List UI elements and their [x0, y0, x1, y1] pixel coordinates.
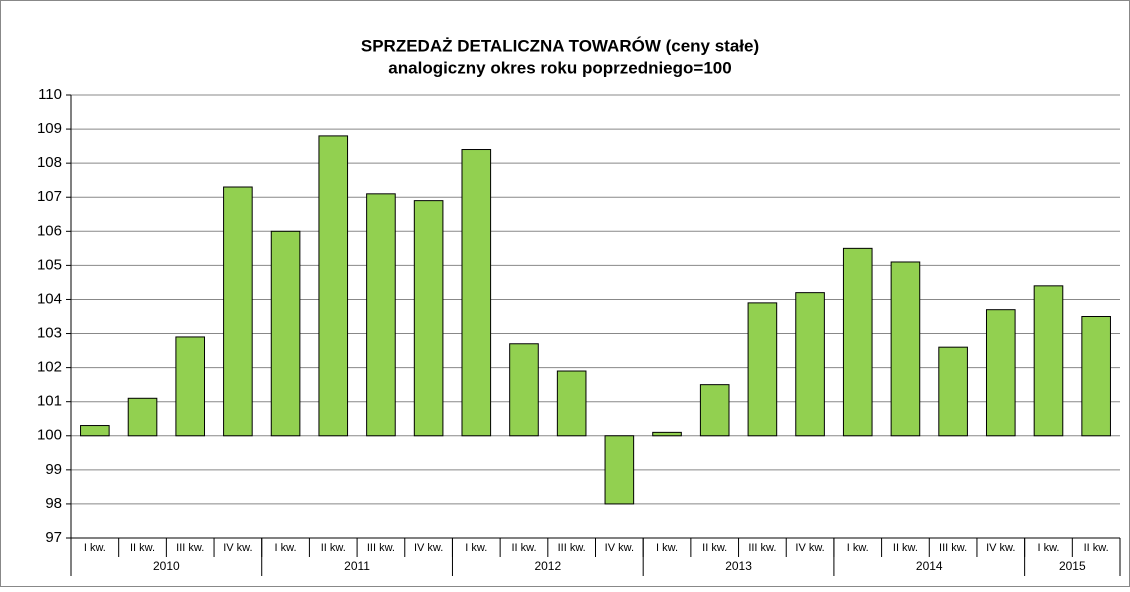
bar [175, 336, 206, 437]
y-tick-label: 97 [45, 529, 62, 546]
bar [652, 431, 682, 437]
y-tick-label: 102 [37, 359, 62, 376]
x-tick-label: I kw. [656, 542, 678, 554]
chart-subtitle: analogiczny okres roku poprzedniego=100 [388, 58, 731, 77]
y-tick-label: 109 [37, 120, 62, 137]
x-tick-label: I kw. [847, 542, 869, 554]
bar [842, 247, 873, 437]
group-label: 2014 [916, 559, 943, 573]
x-tick-label: III kw. [367, 542, 395, 554]
bar [318, 135, 349, 437]
x-tick-label: II kw. [511, 542, 536, 554]
bar [890, 261, 921, 437]
x-tick-label: IV kw. [795, 542, 824, 554]
chart-title: SPRZEDAŻ DETALICZNA TOWARÓW (ceny stałe) [361, 36, 759, 55]
bar [556, 370, 587, 437]
y-tick-label: 106 [37, 222, 62, 239]
bar [1033, 285, 1064, 437]
bar [270, 230, 301, 437]
bar [985, 309, 1016, 437]
bar [509, 343, 539, 437]
bar [1081, 316, 1111, 437]
y-tick-label: 105 [37, 256, 62, 273]
bar [795, 292, 825, 437]
x-tick-label: II kw. [702, 542, 727, 554]
y-tick-label: 101 [37, 393, 62, 410]
y-tick-label: 103 [37, 325, 62, 342]
group-label: 2010 [153, 559, 180, 573]
x-tick-label: I kw. [84, 542, 106, 554]
x-tick-label: I kw. [275, 542, 297, 554]
x-tick-label: I kw. [465, 542, 487, 554]
y-tick-label: 110 [38, 86, 62, 103]
y-tick-label: 98 [45, 495, 62, 512]
group-label: 2013 [725, 559, 752, 573]
group-label: 2012 [534, 559, 561, 573]
x-tick-label: II kw. [321, 542, 346, 554]
bar [127, 397, 158, 437]
bar [413, 200, 444, 437]
group-label: 2015 [1059, 559, 1086, 573]
bar [366, 193, 396, 437]
x-tick-label: II kw. [893, 542, 918, 554]
bar [461, 149, 492, 437]
x-tick-label: IV kw. [223, 542, 252, 554]
y-tick-label: 99 [45, 461, 62, 478]
bar [938, 346, 968, 437]
bar [223, 186, 253, 437]
y-tick-label: 104 [37, 290, 62, 307]
bar [604, 435, 635, 505]
x-tick-label: III kw. [748, 542, 776, 554]
x-tick-label: IV kw. [605, 542, 634, 554]
bar [80, 425, 110, 437]
y-tick-label: 107 [37, 188, 62, 205]
x-tick-label: II kw. [1084, 542, 1109, 554]
x-tick-label: IV kw. [986, 542, 1015, 554]
y-tick-label: 108 [37, 154, 62, 171]
x-tick-label: III kw. [176, 542, 204, 554]
bar [747, 302, 778, 437]
bar [699, 384, 730, 437]
x-tick-label: I kw. [1037, 542, 1059, 554]
x-tick-label: III kw. [939, 542, 967, 554]
group-label: 2011 [344, 559, 370, 573]
x-tick-label: IV kw. [414, 542, 443, 554]
x-tick-label: II kw. [130, 542, 155, 554]
x-tick-label: III kw. [558, 542, 586, 554]
y-tick-label: 100 [37, 427, 62, 444]
